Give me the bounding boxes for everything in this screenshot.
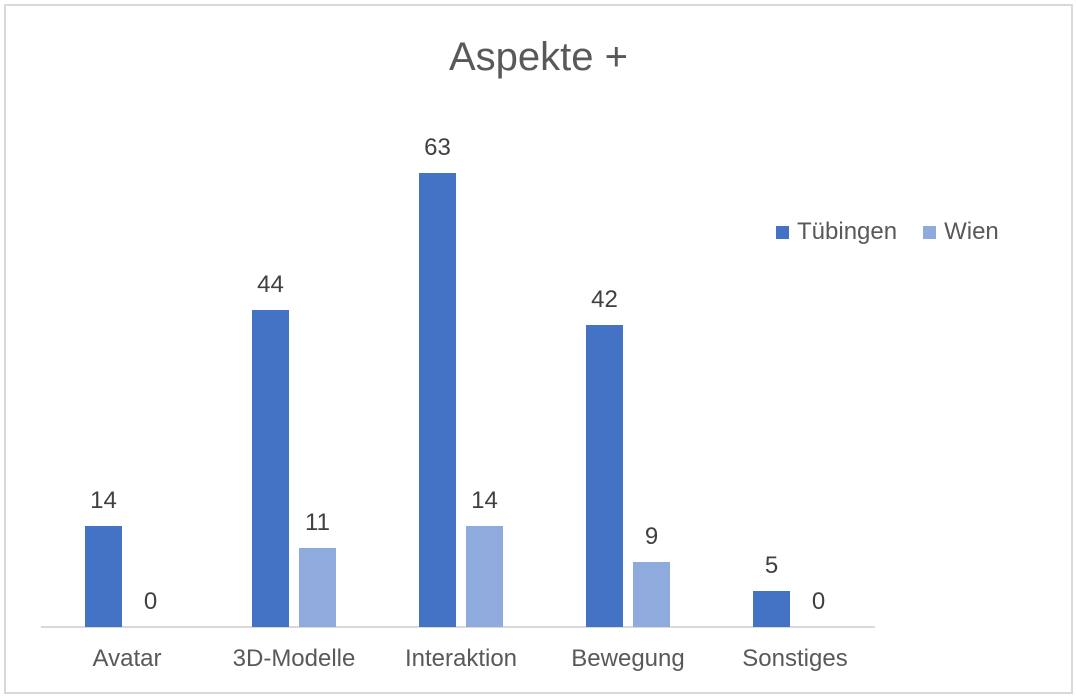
value-label-wien-sonstiges: 0 — [811, 588, 826, 615]
legend-marker-icon — [923, 225, 937, 239]
category-label-interaktion: Interaktion — [404, 645, 518, 672]
chart-title: Aspekte + — [448, 35, 628, 79]
value-label-tubingen-bewegung: 42 — [591, 286, 618, 313]
legend-label: Wien — [944, 218, 999, 245]
value-label-wien-bewegung: 9 — [644, 523, 659, 550]
category-label-avatar: Avatar — [92, 645, 162, 672]
plot-area: 14 0 44 11 63 14 42 9 5 0 — [41, 106, 875, 628]
category-axis: Avatar 3D-Modelle Interaktion Bewegung Sonst… — [41, 647, 875, 677]
bar-wien-3d-modelle — [299, 548, 336, 627]
legend-marker-icon — [776, 225, 789, 239]
category-label-bewegung: Bewegung — [571, 645, 685, 672]
legend-item-tubingen: Tübingen — [776, 220, 897, 244]
category-label-sonstiges: Sonstiges — [742, 645, 848, 672]
legend: Tübingen Wien — [776, 216, 999, 248]
value-label-tubingen-interaktion: 63 — [424, 134, 451, 161]
value-label-wien-3d-modelle: 11 — [305, 509, 330, 536]
legend-item-wien: Wien — [923, 220, 999, 244]
chart-frame: Aspekte + Tübingen Wien 14 0 44 11 63 14 42 9 5 0 … — [4, 4, 1073, 694]
x-axis-line — [41, 626, 875, 628]
bar-wien-bewegung — [633, 562, 670, 627]
value-label-tubingen-sonstiges: 5 — [764, 552, 779, 579]
category-label-3d-modelle: 3D-Modelle — [232, 645, 356, 672]
bar-tubingen-3d-modelle — [252, 310, 289, 627]
legend-label: Tübingen — [797, 218, 898, 245]
value-label-tubingen-avatar: 14 — [90, 487, 117, 514]
value-label-tubingen-3d-modelle: 44 — [257, 271, 284, 298]
value-label-wien-avatar: 0 — [143, 588, 158, 615]
bar-tubingen-interaktion — [419, 173, 456, 627]
bar-tubingen-bewegung — [586, 325, 623, 627]
bar-wien-interaktion — [466, 526, 503, 627]
value-label-wien-interaktion: 14 — [471, 487, 498, 514]
bar-tubingen-sonstiges — [753, 591, 790, 627]
bar-tubingen-avatar — [85, 526, 122, 627]
